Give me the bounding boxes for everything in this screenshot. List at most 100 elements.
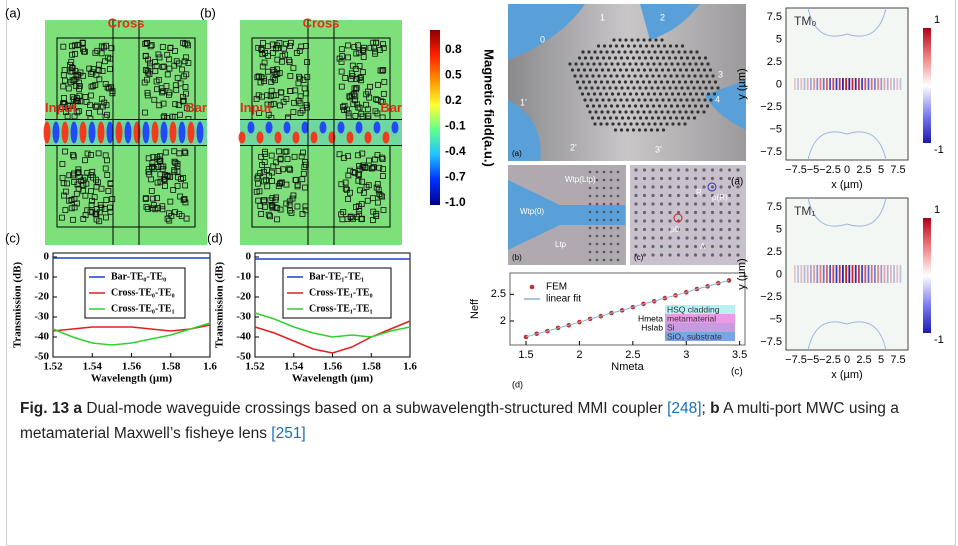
page: (a)CrossInputBar(b)CrossInputBar0.80.50.… [0, 0, 958, 545]
mode-stripe [848, 265, 850, 283]
mode-stripe [820, 78, 822, 90]
pillar [625, 98, 628, 101]
pillar [719, 168, 722, 171]
pillar [660, 168, 663, 171]
pillar [589, 251, 592, 254]
inset-label: Hslab [641, 322, 663, 332]
pillar [653, 92, 656, 95]
pillar [719, 202, 722, 205]
x-tick-label: 1.54 [83, 361, 103, 373]
x-tick-label: 1.5 [518, 349, 533, 361]
colorbar-tick: 0.5 [445, 68, 462, 82]
pillar [661, 68, 664, 71]
pillar [648, 110, 651, 113]
x-tick-label: −2.5 [819, 354, 841, 366]
pillar [584, 56, 587, 59]
colorbar [923, 28, 931, 143]
pillar [672, 80, 675, 83]
colorbar [923, 218, 931, 333]
x-tick-label: 0 [844, 164, 850, 176]
port-label: 2 [660, 12, 665, 22]
pillar [643, 177, 646, 180]
pillar [657, 116, 660, 119]
port-label: 0 [540, 34, 545, 44]
field-lobe [152, 122, 159, 144]
pillar [728, 219, 731, 222]
mode-stripe [852, 78, 854, 90]
pillar [656, 56, 659, 59]
pillar [610, 211, 613, 214]
pillar [675, 44, 678, 47]
pillar [650, 56, 653, 59]
pillar [702, 211, 705, 214]
pillar [658, 104, 661, 107]
pillar [617, 122, 620, 125]
pillar [603, 251, 606, 254]
pillar [643, 245, 646, 248]
mode-stripe [896, 265, 898, 283]
y-tick-label: 5 [776, 223, 782, 235]
pillar [660, 185, 663, 188]
pillar [668, 211, 671, 214]
pillar [608, 56, 611, 59]
pillar [619, 98, 622, 101]
part-a: a [73, 400, 82, 417]
reference[interactable]: [248] [667, 400, 701, 417]
pillar [593, 122, 596, 125]
pillar [603, 219, 606, 222]
pillar [573, 74, 576, 77]
pillar [643, 253, 646, 256]
pillar [610, 243, 613, 246]
pillar [620, 86, 623, 89]
mode-stripe [890, 265, 892, 283]
pillar [604, 104, 607, 107]
pillar [694, 202, 697, 205]
y-tick-label: 2.5 [491, 288, 506, 300]
field-lobe [179, 122, 186, 144]
pillar [736, 194, 739, 197]
pillar [611, 50, 614, 53]
pillar [584, 86, 587, 89]
pillar [696, 110, 699, 113]
pillar [643, 202, 646, 205]
field-lobe [365, 132, 372, 144]
annotation: ρ0 [670, 225, 680, 234]
x-tick-label: 3 [683, 349, 689, 361]
x-tick-label: 2.5 [625, 349, 640, 361]
pillar [603, 44, 606, 47]
pillar [669, 116, 672, 119]
pillar [601, 68, 604, 71]
annotation: Λ [700, 242, 706, 251]
pillar [660, 236, 663, 239]
pillar [581, 92, 584, 95]
pillar [617, 251, 620, 254]
mode-stripe [807, 78, 809, 90]
mode-stripe [864, 78, 866, 90]
caption: Fig. 13 a Dual-mode waveguide crossings … [20, 396, 940, 446]
pillar [588, 110, 591, 113]
pillar [600, 80, 603, 83]
reference[interactable]: [251] [271, 425, 305, 442]
legend-label: Cross-TE₀-TE₀ [111, 287, 175, 298]
mode-stripe [823, 265, 825, 283]
pillar [633, 44, 636, 47]
y-tick-label: −5 [769, 313, 782, 325]
pillar [634, 194, 637, 197]
pillar [655, 98, 658, 101]
pillar [670, 104, 673, 107]
pillar [669, 44, 672, 47]
pillar [664, 104, 667, 107]
pillar [617, 219, 620, 222]
pillar [643, 68, 646, 71]
pillar [694, 177, 697, 180]
mode-stripe [794, 78, 796, 90]
field-lobe [248, 122, 255, 134]
pillar [633, 74, 636, 77]
pillar [653, 122, 656, 125]
pillar [592, 62, 595, 65]
mode-stripe [893, 78, 895, 90]
pillar [716, 86, 719, 89]
pillar [681, 44, 684, 47]
pillar [714, 80, 717, 83]
field-lobe [266, 122, 273, 134]
